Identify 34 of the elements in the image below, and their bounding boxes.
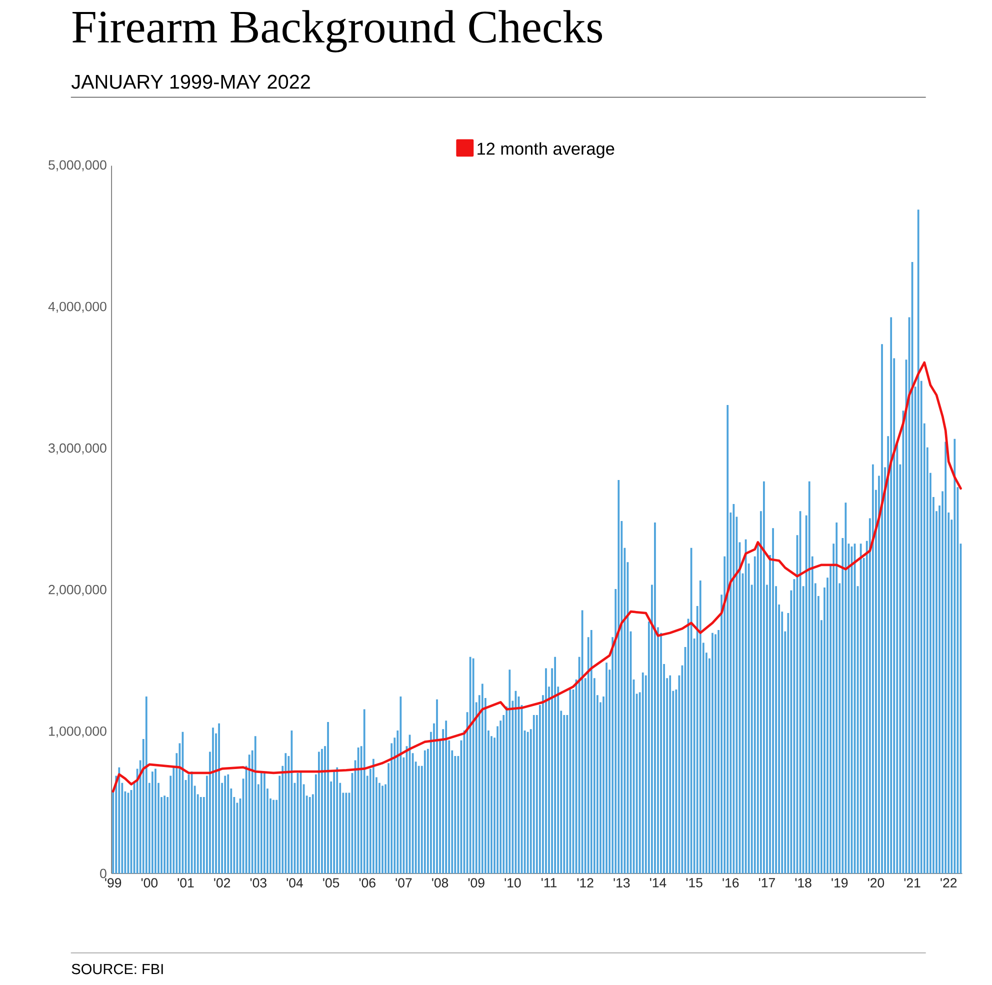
x-tick-label: '09	[468, 878, 484, 888]
x-tick-label: '12	[577, 878, 594, 888]
x-tick-label: '00	[141, 878, 158, 888]
x-tick-label: '14	[650, 878, 666, 888]
chart-subtitle: JANUARY 1999-MAY 2022	[71, 74, 310, 90]
x-tick-label: '06	[359, 878, 376, 888]
y-tick-label: 3,000,000	[48, 444, 106, 454]
x-tick-label: '03	[250, 878, 266, 888]
x-tick-label: '05	[323, 878, 340, 888]
x-tick-label: '04	[286, 878, 303, 888]
x-tick-label: '22	[940, 878, 957, 888]
y-tick-label: 5,000,000	[48, 160, 106, 172]
legend-label: 12 month average	[478, 142, 614, 158]
y-tick-label: 1,000,000	[49, 726, 106, 738]
x-tick-label: '10	[504, 878, 521, 888]
x-tick-label: '19	[832, 878, 848, 888]
x-tick-label: '21	[904, 878, 920, 888]
x-tick-label: '11	[542, 878, 557, 888]
x-tick-label: '13	[614, 878, 630, 888]
y-tick-label: 4,000,000	[48, 302, 106, 313]
x-tick-label: '07	[396, 878, 412, 888]
x-tick-label: '99	[105, 878, 122, 888]
x-tick-label: '08	[432, 878, 448, 888]
x-tick-label: '17	[759, 878, 775, 888]
source-note: SOURCE: FBI	[72, 964, 163, 974]
x-tick-label: '20	[868, 878, 884, 888]
y-tick-label: 2,000,000	[48, 585, 106, 596]
chart-title: Firearm Background Checks	[72, 10, 602, 53]
x-tick-label: '01	[178, 878, 194, 888]
x-tick-label: '16	[722, 878, 739, 888]
x-tick-label: '02	[214, 878, 230, 888]
x-tick-label: '15	[686, 878, 702, 888]
x-tick-label: '18	[795, 878, 812, 888]
y-tick-label: 0	[100, 868, 106, 878]
